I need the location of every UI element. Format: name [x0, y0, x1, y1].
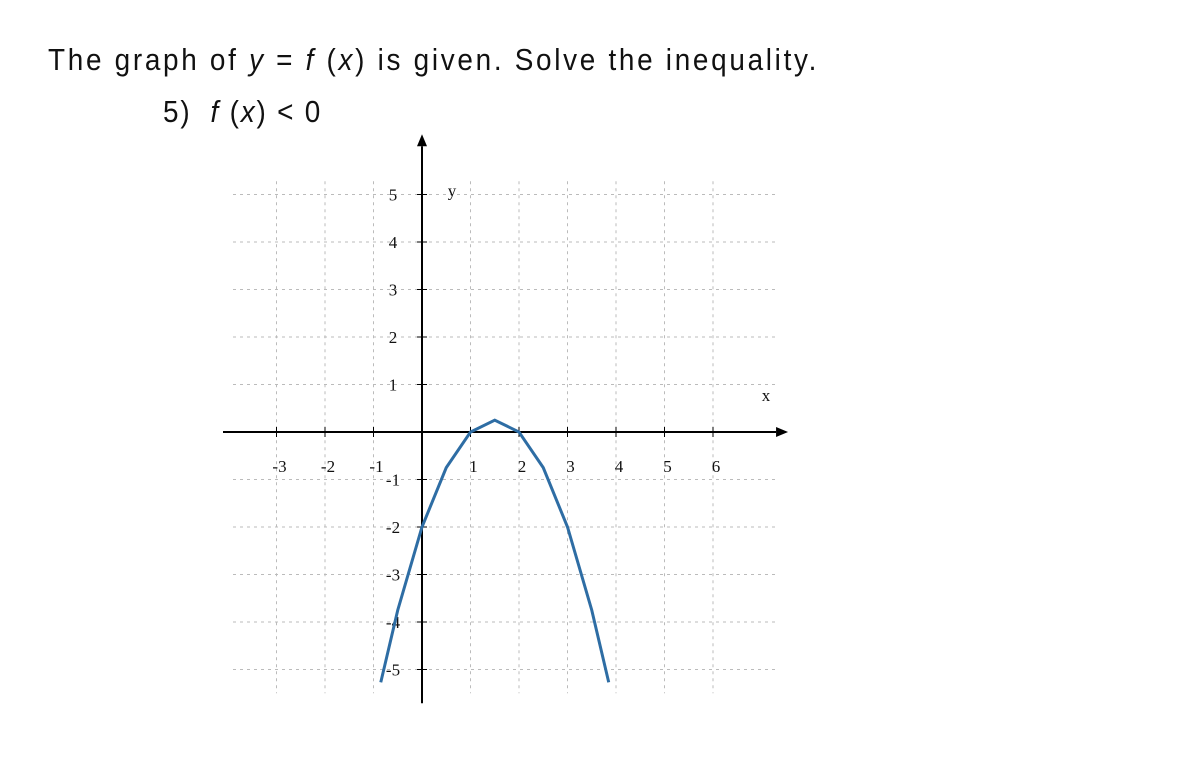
problem-item: 5) f (x) < 0 [163, 94, 322, 130]
text-segment: ( [316, 42, 339, 77]
text-segment: y [249, 42, 266, 77]
y-tick-label: 2 [389, 328, 398, 347]
x-tick-label: -2 [321, 457, 335, 476]
curve [379, 418, 611, 683]
y-tick-label: 4 [389, 233, 398, 252]
text-segment: ) is given. Solve the inequality. [355, 42, 820, 77]
x-axis-label: x [762, 386, 771, 405]
x-tick-label: 3 [566, 457, 575, 476]
text-segment: f [305, 42, 317, 77]
text-segment: The graph of [48, 42, 250, 77]
y-tick-label: 3 [389, 280, 398, 299]
x-tick-label: 1 [469, 457, 478, 476]
x-axis-arrow [776, 427, 789, 437]
y-tick-label: 1 [389, 375, 398, 394]
y-tick-label: -5 [386, 660, 400, 679]
y-axis-arrow [417, 134, 427, 147]
text-segment: x [338, 42, 356, 77]
text-segment: = [265, 42, 306, 77]
y-axis-label: y [448, 181, 457, 200]
y-tick-label: -2 [386, 518, 400, 537]
x-tick-label: 5 [663, 457, 672, 476]
text-segment: f [210, 94, 221, 129]
problem-intro: The graph of y = f (x) is given. Solve t… [48, 42, 819, 78]
x-tick-label: 4 [615, 457, 624, 476]
text-segment: ( [220, 94, 241, 129]
text-segment: x [240, 94, 257, 129]
x-tick-label: 2 [518, 457, 527, 476]
text-segment: 5) [163, 94, 211, 129]
text-segment: ) < 0 [256, 94, 323, 129]
y-tick-label: -3 [386, 565, 400, 584]
y-tick-label: -1 [386, 470, 400, 489]
y-tick-label: 5 [389, 185, 398, 204]
x-tick-label: -3 [272, 457, 286, 476]
x-tick-label: 6 [712, 457, 721, 476]
x-tick-label: -1 [369, 457, 383, 476]
